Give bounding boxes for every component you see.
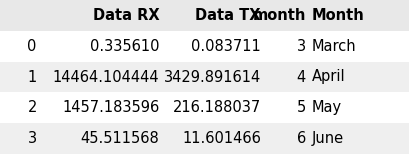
Bar — [0, 92, 409, 123]
Text: 2: 2 — [27, 100, 37, 115]
Text: 0.083711: 0.083711 — [191, 39, 261, 54]
Text: Month: Month — [312, 8, 364, 23]
Text: 0: 0 — [27, 39, 37, 54]
Text: March: March — [312, 39, 356, 54]
Text: 1: 1 — [27, 69, 37, 85]
Text: Data RX: Data RX — [93, 8, 160, 23]
Text: 1457.183596: 1457.183596 — [62, 100, 160, 115]
Text: 14464.104444: 14464.104444 — [53, 69, 160, 85]
Bar — [0, 123, 409, 154]
Text: 5: 5 — [297, 100, 306, 115]
Text: 3: 3 — [297, 39, 306, 54]
Text: 45.511568: 45.511568 — [81, 131, 160, 146]
Text: May: May — [312, 100, 342, 115]
Text: 3429.891614: 3429.891614 — [164, 69, 261, 85]
Text: June: June — [312, 131, 344, 146]
Text: 4: 4 — [297, 69, 306, 85]
Text: 3: 3 — [28, 131, 37, 146]
Bar — [0, 62, 409, 92]
Text: 216.188037: 216.188037 — [173, 100, 261, 115]
Bar — [0, 31, 409, 62]
Text: 11.601466: 11.601466 — [182, 131, 261, 146]
Bar — [0, 0, 409, 31]
Text: month: month — [252, 8, 306, 23]
Text: April: April — [312, 69, 345, 85]
Text: 0.335610: 0.335610 — [90, 39, 160, 54]
Text: 6: 6 — [297, 131, 306, 146]
Text: Data TX: Data TX — [196, 8, 261, 23]
